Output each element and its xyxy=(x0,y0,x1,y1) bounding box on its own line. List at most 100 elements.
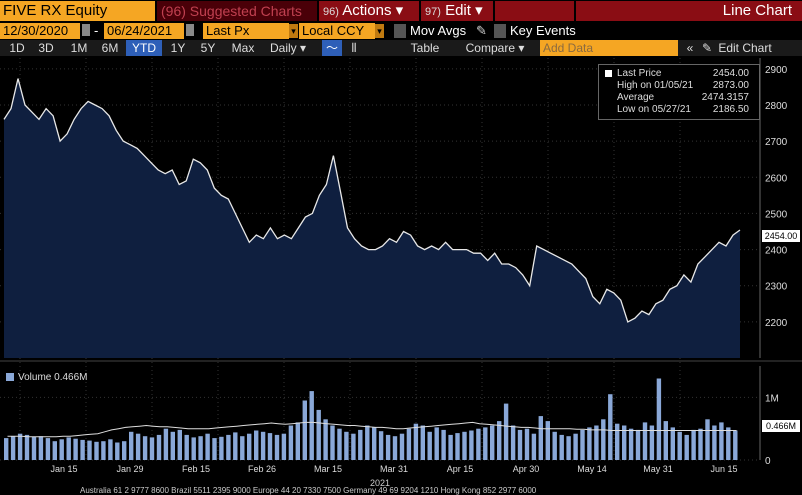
volume-bar xyxy=(635,429,641,460)
volume-bar xyxy=(469,430,474,460)
x-tick-label: Mar 31 xyxy=(380,464,408,474)
bar-chart-icon[interactable]: ⫴ xyxy=(351,41,357,55)
key-events-label[interactable]: Key Events xyxy=(510,23,576,38)
volume-bar xyxy=(733,430,738,460)
currency-dropdown-icon[interactable]: ▾ xyxy=(375,24,384,38)
actions-label: Actions ▾ xyxy=(342,2,404,19)
period-max[interactable]: Max xyxy=(231,41,255,55)
legend-last-price: Last Price 2454.00 xyxy=(603,68,753,79)
volume-bar xyxy=(573,433,578,460)
suggested-num: (96) xyxy=(161,3,186,19)
edit-chart-button[interactable]: Edit Chart xyxy=(718,41,772,55)
volume-tick-label: 0 xyxy=(765,456,771,467)
volume-bar xyxy=(524,428,530,460)
header-spacer xyxy=(495,1,574,21)
period-1d[interactable]: 1D xyxy=(9,41,25,55)
volume-bar xyxy=(31,436,37,460)
mov-avgs-checkbox[interactable] xyxy=(394,24,406,38)
period-1y[interactable]: 1Y xyxy=(170,41,186,55)
edit-label: Edit ▾ xyxy=(445,2,483,19)
volume-bar xyxy=(622,425,627,460)
volume-bar xyxy=(462,431,467,460)
volume-average-line xyxy=(7,421,737,438)
volume-bar xyxy=(205,433,210,460)
volume-bar xyxy=(38,436,44,460)
volume-bar xyxy=(247,433,252,460)
end-calendar-icon[interactable] xyxy=(186,24,194,36)
volume-bar xyxy=(135,433,141,460)
price-tick-label: 2300 xyxy=(765,282,788,293)
x-tick-label: Feb 15 xyxy=(182,464,210,474)
volume-bar xyxy=(59,439,64,460)
collapse-icon[interactable]: « xyxy=(686,41,694,55)
volume-bar xyxy=(552,431,557,460)
volume-bar xyxy=(420,425,425,460)
legend-avg-label: Average xyxy=(617,92,655,103)
price-line xyxy=(3,78,741,323)
currency-select[interactable]: Local CCY xyxy=(299,23,375,39)
price-tick-label: 2500 xyxy=(765,209,788,220)
suggested-charts-button[interactable]: (96) Suggested Charts xyxy=(157,1,317,21)
volume-bar xyxy=(413,423,419,460)
ticker-field[interactable]: FIVE RX Equity xyxy=(0,1,155,21)
volume-bar xyxy=(122,441,127,460)
period-1m[interactable]: 1M xyxy=(70,41,88,55)
x-tick-label: Jun 15 xyxy=(710,464,737,474)
compare-menu[interactable]: Compare ▾ xyxy=(465,41,525,55)
volume-bar xyxy=(608,394,613,460)
legend-high-value: 2873.00 xyxy=(712,80,749,91)
year-label: 2021 xyxy=(370,478,391,488)
volume-bar xyxy=(177,429,182,460)
period-5y[interactable]: 5Y xyxy=(200,41,216,55)
period-ytd[interactable]: YTD xyxy=(126,40,162,56)
volume-bar xyxy=(170,431,175,460)
volume-legend: Volume 0.466M xyxy=(6,372,88,384)
volume-bar xyxy=(52,441,57,460)
legend-avg-value: 2474.3157 xyxy=(701,92,749,103)
volume-bar xyxy=(517,429,523,460)
volume-bar xyxy=(316,409,321,460)
field-select[interactable]: Last Px xyxy=(203,23,289,39)
volume-bar xyxy=(726,427,731,460)
add-data-input[interactable]: Add Data xyxy=(540,40,678,56)
volume-bar xyxy=(226,434,231,460)
volume-bar xyxy=(392,436,398,460)
volume-bar xyxy=(267,433,273,460)
x-tick-label: Feb 26 xyxy=(248,464,276,474)
volume-bar xyxy=(503,403,509,460)
key-events-checkbox[interactable] xyxy=(494,24,506,38)
mov-avgs-label[interactable]: Mov Avgs xyxy=(410,23,467,38)
edit-menu[interactable]: 97) Edit ▾ xyxy=(421,1,493,21)
volume-bar xyxy=(705,419,710,460)
volume-bar xyxy=(80,439,85,460)
price-area xyxy=(4,78,740,358)
volume-bar xyxy=(142,436,148,460)
end-date-field[interactable]: 06/24/2021 xyxy=(104,23,184,39)
suggested-label: Suggested Charts xyxy=(189,3,302,19)
volume-bar xyxy=(497,421,502,460)
period-6m[interactable]: 6M xyxy=(101,41,119,55)
frequency-select[interactable]: Daily ▾ xyxy=(269,41,307,55)
x-tick-label: Apr 15 xyxy=(447,464,474,474)
start-date-field[interactable]: 12/30/2020 xyxy=(0,23,80,39)
start-calendar-icon[interactable] xyxy=(82,24,90,36)
actions-menu[interactable]: 96) Actions ▾ xyxy=(319,1,419,21)
price-tick-label: 2800 xyxy=(765,101,788,112)
volume-bar xyxy=(510,425,516,460)
line-chart-icon[interactable]: 〜 xyxy=(322,40,342,56)
volume-bar xyxy=(677,431,682,460)
volume-bar xyxy=(427,431,432,460)
volume-label: Volume 0.466M xyxy=(18,372,88,383)
volume-bar xyxy=(115,442,120,460)
table-button[interactable]: Table xyxy=(410,41,440,55)
volume-bar xyxy=(531,433,537,460)
volume-bar xyxy=(73,438,78,460)
field-dropdown-icon[interactable]: ▾ xyxy=(289,24,298,38)
pencil-icon[interactable]: ✎ xyxy=(476,23,487,38)
x-tick-label: Jan 29 xyxy=(116,464,143,474)
volume-bar xyxy=(684,434,689,460)
period-3d[interactable]: 3D xyxy=(38,41,54,55)
volume-bar xyxy=(719,422,724,460)
volume-bar xyxy=(712,425,717,460)
edit-chart-icon[interactable]: ✎ xyxy=(702,41,713,55)
